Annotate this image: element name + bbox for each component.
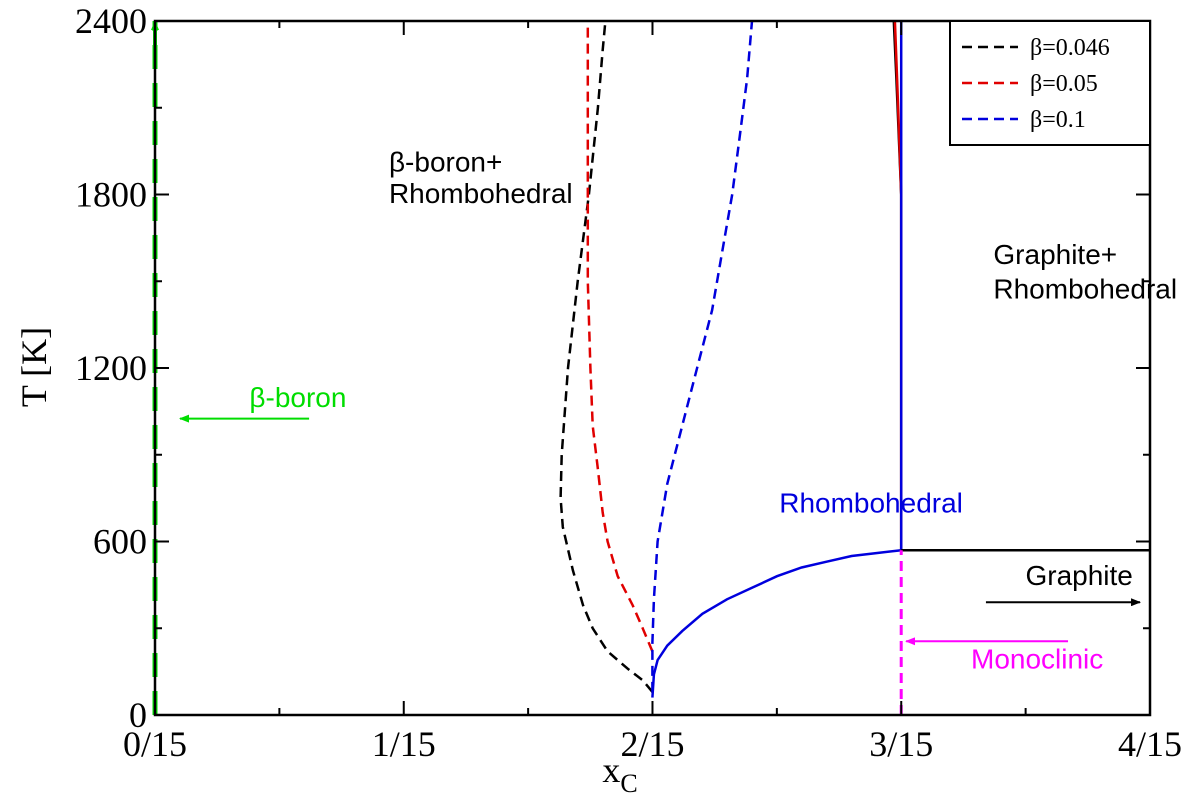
- y-axis-title: T [K]: [14, 327, 54, 407]
- annotation-label-boron: β-boron: [249, 382, 346, 413]
- x-axis-title-main: x: [602, 750, 620, 790]
- y-tick-label: 600: [93, 522, 147, 562]
- annotation-label-rhombohedral: Rhombohedral: [779, 488, 963, 519]
- annotation-label-graphite: Graphite: [1025, 560, 1132, 591]
- series-line-2-0-1: [651, 20, 754, 692]
- x-tick-label: 3/15: [869, 724, 933, 764]
- series-line-3-0-1-boundary: [651, 548, 902, 698]
- x-tick-label: 4/15: [1118, 724, 1182, 764]
- x-tick-label: 1/15: [372, 724, 436, 764]
- annotation-label-rhombohedral: Rhombohedral: [993, 274, 1177, 305]
- series-line-1-0-05: [586, 21, 654, 652]
- y-tick-label: 1800: [75, 175, 147, 215]
- y-tick-label: 2400: [75, 1, 147, 41]
- y-tick-label: 1200: [75, 348, 147, 388]
- annotation-label-boron: β-boron+: [389, 146, 502, 177]
- legend: β=0.046 β=0.05 β=0.1: [949, 20, 1151, 146]
- legend-label-1: β=0.05: [1030, 71, 1098, 97]
- annotation-label-rhombohedral: Rhombohedral: [389, 178, 573, 209]
- x-tick-label: 2/15: [620, 724, 684, 764]
- annotation-layer: β-boron+Rhombohedralβ-boronRhombohedralG…: [249, 146, 1177, 674]
- x-axis-title: xC: [602, 750, 637, 798]
- tick-layer: 0/15 1/15 2/15 3/15 4/15 0 600 1200 1800 2400: [75, 1, 1182, 764]
- y-tick-label: 0: [129, 695, 147, 735]
- legend-label-2: β=0.1: [1030, 107, 1086, 133]
- x-tick-label: 0/15: [123, 724, 187, 764]
- legend-label-0: β=0.046: [1030, 35, 1110, 61]
- annotation-label-monoclinic: Monoclinic: [971, 644, 1103, 675]
- annotation-label-graphite: Graphite+: [993, 239, 1117, 270]
- series-line-0-0-046: [559, 20, 654, 693]
- x-axis-title-subscript: C: [620, 769, 637, 798]
